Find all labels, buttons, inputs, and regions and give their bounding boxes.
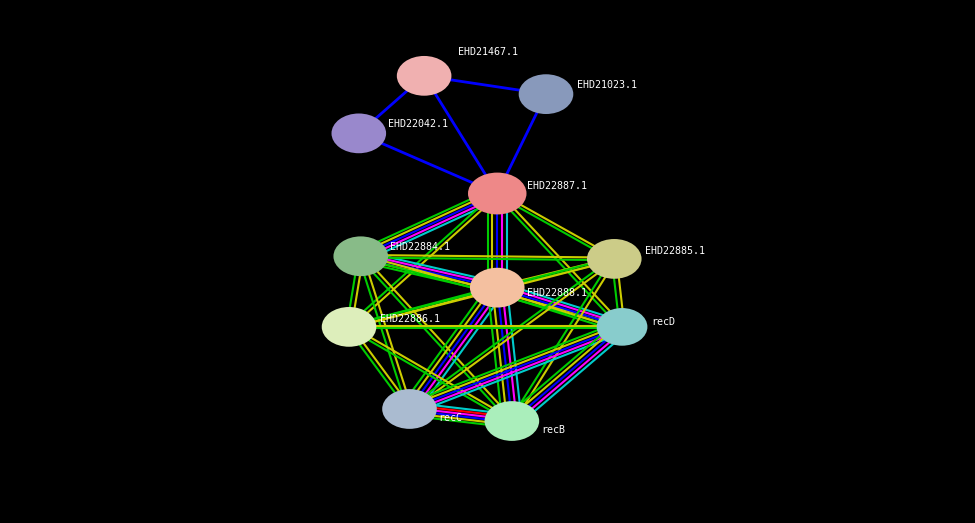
Text: recB: recB [541,425,565,435]
Ellipse shape [397,56,451,96]
Ellipse shape [322,307,376,347]
Text: EHD21467.1: EHD21467.1 [458,47,519,58]
Text: EHD22887.1: EHD22887.1 [526,180,587,191]
Ellipse shape [332,113,386,153]
Ellipse shape [382,389,437,429]
Ellipse shape [587,239,642,279]
Text: EHD21023.1: EHD21023.1 [577,79,638,90]
Ellipse shape [468,173,526,214]
Ellipse shape [519,74,573,114]
Ellipse shape [333,236,388,276]
Text: EHD22885.1: EHD22885.1 [645,246,706,256]
Ellipse shape [470,268,525,308]
Ellipse shape [485,401,539,441]
Text: recD: recD [651,316,676,327]
Text: EHD22042.1: EHD22042.1 [388,119,448,130]
Text: EHD22884.1: EHD22884.1 [390,242,450,252]
Ellipse shape [597,308,647,346]
Text: recC: recC [439,413,463,424]
Text: EHD22888.1: EHD22888.1 [526,288,587,298]
Text: EHD22886.1: EHD22886.1 [380,314,441,324]
